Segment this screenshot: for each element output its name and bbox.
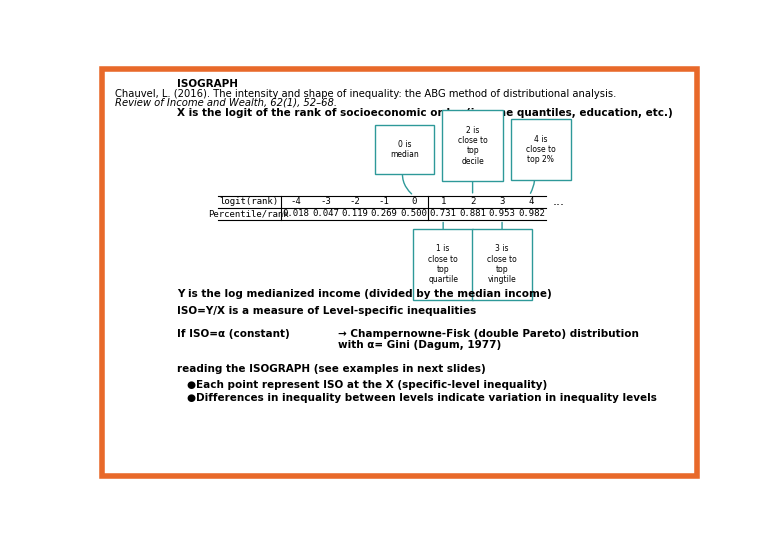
- Text: 3 is
close to
top
vingtiIe: 3 is close to top vingtiIe: [488, 244, 517, 285]
- Text: 0.500: 0.500: [400, 210, 427, 218]
- Text: 0.269: 0.269: [370, 210, 398, 218]
- Text: 0.731: 0.731: [430, 210, 456, 218]
- Text: 0.982: 0.982: [518, 210, 545, 218]
- Text: 2: 2: [470, 197, 475, 206]
- Text: ISOGRAPH: ISOGRAPH: [177, 79, 239, 90]
- Text: 0.881: 0.881: [459, 210, 486, 218]
- Text: → Champernowne-Fisk (double Pareto) distribution: → Champernowne-Fisk (double Pareto) dist…: [338, 329, 639, 339]
- Text: -4: -4: [290, 197, 301, 206]
- Text: 1 is
close to
top
quartile: 1 is close to top quartile: [428, 244, 458, 285]
- Text: 0 is
median: 0 is median: [390, 140, 419, 159]
- Text: 0.018: 0.018: [282, 210, 310, 218]
- Text: 0.119: 0.119: [342, 210, 368, 218]
- Text: 2 is
close to
top
decile: 2 is close to top decile: [458, 126, 488, 166]
- Text: 0.047: 0.047: [312, 210, 339, 218]
- Text: 0: 0: [411, 197, 417, 206]
- Text: X is the logit of the rank of socioeconomic order (income quantiles, education, : X is the logit of the rank of socioecono…: [177, 108, 673, 118]
- Text: -1: -1: [379, 197, 390, 206]
- Text: logit(rank): logit(rank): [219, 197, 278, 206]
- Text: Review of Income and Wealth, 62(1), 52–68.: Review of Income and Wealth, 62(1), 52–6…: [115, 98, 336, 108]
- Text: ISO=Y/X is a measure of Level-specific inequalities: ISO=Y/X is a measure of Level-specific i…: [177, 306, 477, 316]
- Text: reading the ISOGRAPH (see examples in next slides): reading the ISOGRAPH (see examples in ne…: [177, 363, 486, 374]
- Text: 3: 3: [499, 197, 505, 206]
- Text: ●Each point represent ISO at the X (specific-level inequality): ●Each point represent ISO at the X (spec…: [186, 381, 547, 390]
- Text: -2: -2: [349, 197, 360, 206]
- Text: Percentile/rank: Percentile/rank: [208, 210, 289, 218]
- Text: 4 is
close to
top 2%: 4 is close to top 2%: [526, 134, 555, 164]
- Text: 0.953: 0.953: [488, 210, 516, 218]
- Text: If ISO=α (constant): If ISO=α (constant): [177, 329, 290, 339]
- Text: ...: ...: [552, 195, 565, 208]
- Text: Y is the log medianized income (divided by the median income): Y is the log medianized income (divided …: [177, 289, 552, 299]
- Text: 4: 4: [529, 197, 534, 206]
- Text: 1: 1: [441, 197, 446, 206]
- Text: Chauvel, L. (2016). The intensity and shape of inequality: the ABG method of dis: Chauvel, L. (2016). The intensity and sh…: [115, 89, 616, 99]
- Text: ●Differences in inequality between levels indicate variation in inequality level: ●Differences in inequality between level…: [186, 393, 657, 403]
- Text: -3: -3: [320, 197, 331, 206]
- Text: with α= Gini (Dagum, 1977): with α= Gini (Dagum, 1977): [338, 340, 501, 350]
